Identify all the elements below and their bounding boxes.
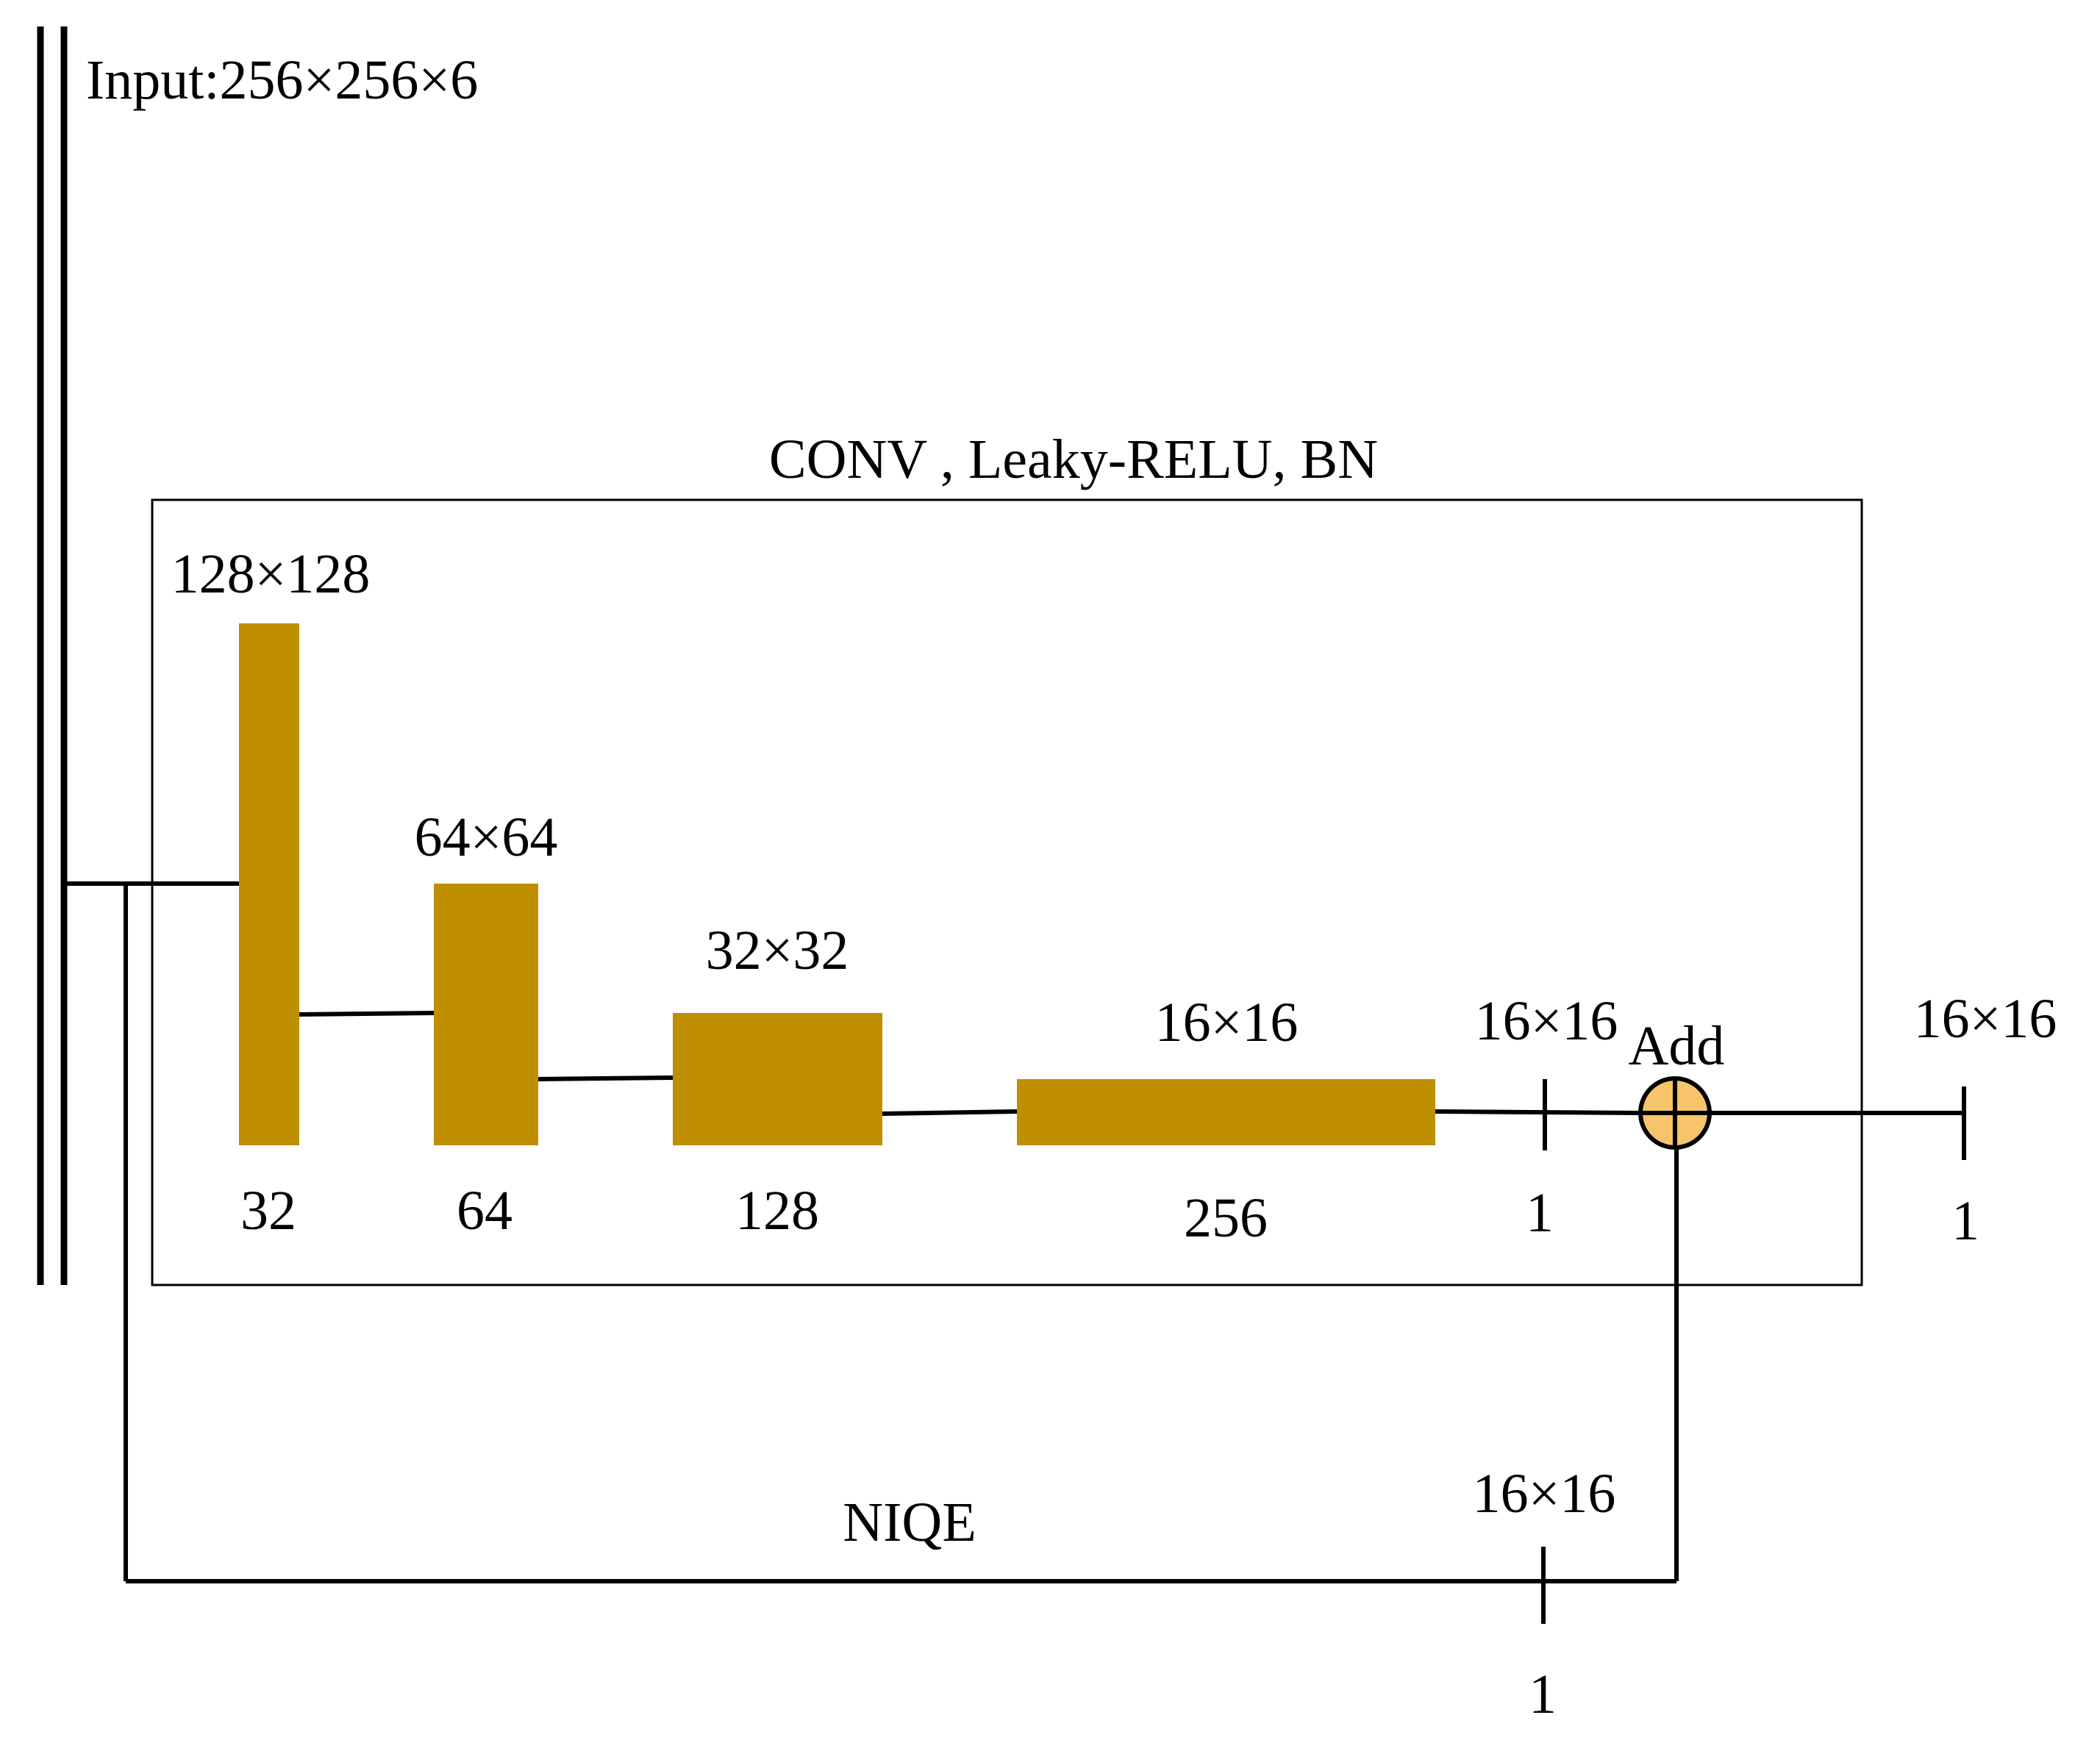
- niqe-label: NIQE: [843, 1492, 976, 1553]
- block-1: [239, 623, 299, 1145]
- conv-group-label: CONV , Leaky-RELU, BN: [769, 429, 1378, 490]
- conv-group-frame: [151, 498, 1863, 1286]
- block1-to-block2-line: [297, 1011, 435, 1017]
- block-3-channels-label: 128: [735, 1180, 819, 1242]
- block-2-size-label: 64×64: [415, 806, 558, 868]
- input-label: Input:256×256×6: [86, 49, 478, 111]
- block2-to-block3-line: [537, 1075, 674, 1081]
- add-label: Add: [1629, 1015, 1725, 1077]
- niqe-output-size-label: 16×16: [1473, 1463, 1616, 1525]
- block-3: [673, 1013, 882, 1145]
- block-2-channels-label: 64: [457, 1180, 512, 1242]
- final-output-channels-label: 1: [1951, 1190, 1979, 1252]
- branch-output-channels-label: 1: [1526, 1182, 1554, 1244]
- branch-output-size-label: 16×16: [1475, 990, 1618, 1052]
- block-4-size-label: 16×16: [1155, 992, 1299, 1053]
- block-4: [1017, 1079, 1435, 1145]
- niqe-output-channels-label: 1: [1529, 1664, 1557, 1725]
- final-output-size-label: 16×16: [1914, 988, 2057, 1050]
- block4-to-add-line: [1435, 1109, 1640, 1115]
- block-3-size-label: 32×32: [706, 920, 849, 981]
- block-4-channels-label: 256: [1184, 1187, 1268, 1249]
- block-2: [434, 884, 538, 1145]
- block-1-size-label: 128×128: [171, 543, 371, 605]
- block3-to-block4-line: [882, 1109, 1018, 1116]
- block-1-channels-label: 32: [240, 1180, 296, 1242]
